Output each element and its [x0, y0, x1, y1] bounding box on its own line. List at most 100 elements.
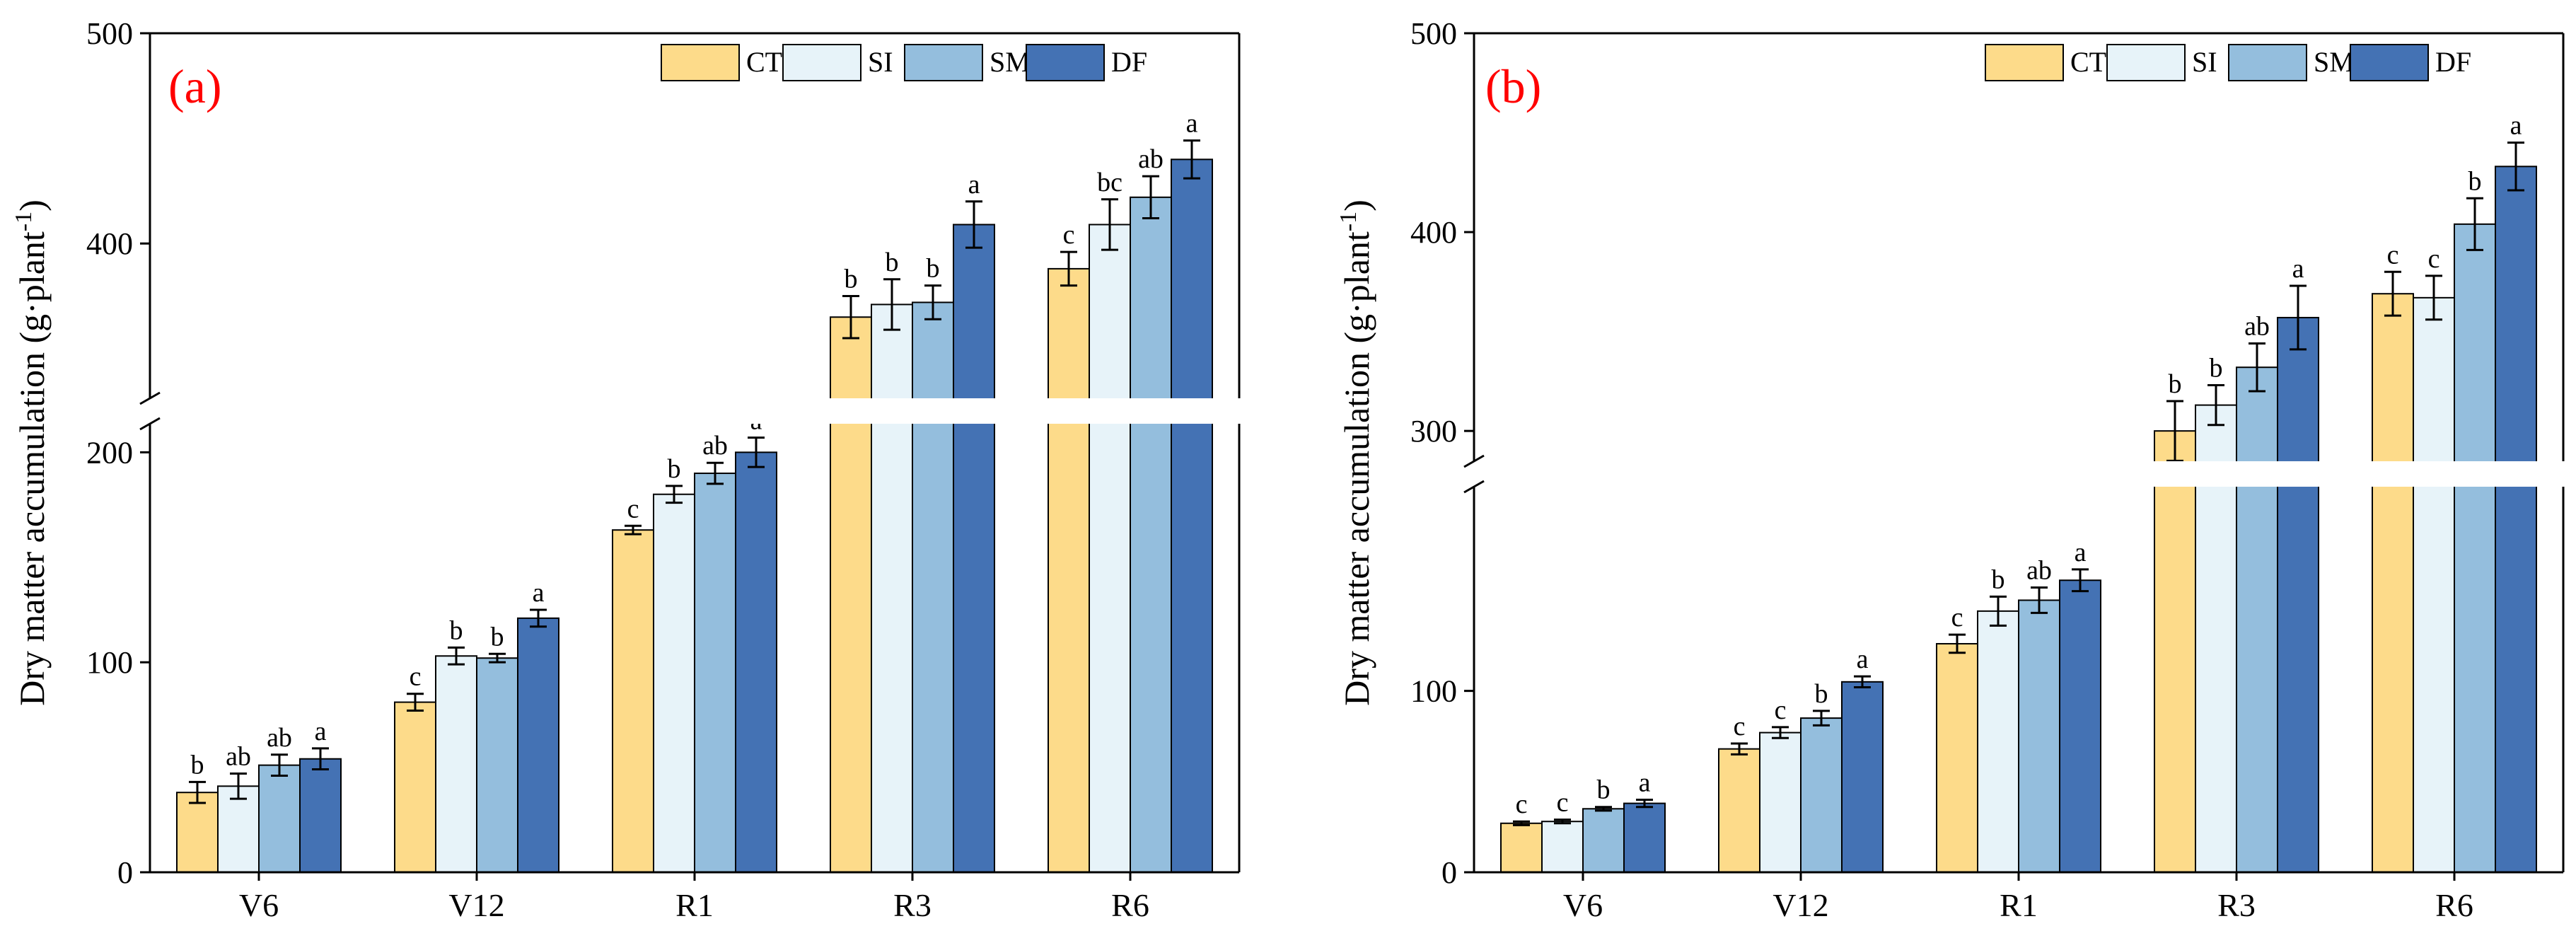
bar-DF-R6: [2495, 166, 2537, 873]
significance-letter: a: [2075, 538, 2087, 567]
y-axis-title-sup: -1: [1335, 212, 1362, 231]
significance-letter: ab: [2244, 311, 2270, 341]
significance-letter: ab: [226, 741, 251, 771]
bar-CT-V6: [176, 792, 219, 874]
legend-label-SI: SI: [868, 46, 893, 78]
y-tick-label: 400: [86, 226, 133, 261]
legend-label-SM: SM: [2314, 46, 2355, 78]
bar-SM-R1: [2018, 599, 2060, 873]
bar-SI-R1: [653, 493, 695, 873]
bar-CT-R6: [2372, 293, 2414, 874]
significance-letter: a: [1186, 109, 1198, 139]
significance-letter: b: [1815, 679, 1828, 709]
y-axis-title-main: Dry matter accumulation (g·plant: [1337, 231, 1376, 706]
significance-letter: a: [315, 717, 327, 746]
y-axis-title-close: ): [12, 199, 52, 212]
bar-DF-V6: [299, 758, 342, 873]
bar-SI-R1: [1977, 610, 2019, 873]
bar-SI-R6: [1089, 224, 1131, 873]
significance-letter: a: [1857, 644, 1869, 674]
significance-letter: a: [2510, 111, 2522, 141]
x-tick-label: R6: [1111, 887, 1149, 923]
bar-SM-R1: [694, 473, 736, 873]
axis-break-mark: [139, 391, 161, 405]
significance-letter: c: [1734, 712, 1746, 741]
bar-SM-R3: [2236, 366, 2278, 873]
significance-letter: b: [191, 750, 204, 780]
x-tick-label: R3: [2217, 887, 2256, 923]
x-tick-label: V6: [239, 887, 279, 923]
significance-letter: a: [533, 578, 545, 608]
chart-panel-a: bccbcabbbbbcabbabbabaaaaa0100200400500V6…: [11, 16, 1249, 923]
significance-letter: c: [1516, 789, 1528, 819]
significance-letter: c: [2387, 240, 2399, 270]
legend-swatch-SI: [2106, 44, 2186, 81]
significance-letter: bc: [1097, 168, 1122, 197]
bar-CT-V6: [1500, 822, 1543, 874]
significance-letter: b: [2210, 354, 2223, 383]
bar-SI-V12: [1759, 731, 1802, 873]
y-axis-title-main: Dry matter accumulation (g·plant: [12, 231, 52, 706]
significance-letter: ab: [2026, 556, 2052, 586]
bar-DF-R1: [2059, 579, 2101, 873]
bar-SM-V6: [1582, 808, 1625, 873]
bar-SI-V12: [435, 655, 477, 873]
x-tick-label: V12: [448, 887, 504, 923]
bar-SM-V12: [476, 657, 518, 874]
bar-SI-R6: [2413, 296, 2455, 873]
legend-swatch-CT: [1985, 44, 2064, 81]
bar-SM-V12: [1800, 717, 1843, 873]
legend-label-CT: CT: [746, 46, 782, 78]
significance-letter: b: [886, 248, 899, 277]
significance-letter: a: [968, 170, 980, 199]
bar-SM-R6: [2454, 223, 2496, 873]
bar-CT-R1: [1936, 642, 1978, 873]
y-tick-label: 200: [86, 435, 133, 470]
significance-letter: b: [927, 254, 940, 284]
bar-SM-R6: [1130, 196, 1172, 874]
significance-letter: c: [1775, 695, 1787, 725]
bar-CT-V12: [1718, 748, 1760, 873]
significance-letter: b: [668, 454, 681, 484]
panel-label: (a): [168, 59, 221, 113]
y-axis-title-close: ): [1337, 199, 1376, 212]
legend-label-DF: DF: [2435, 46, 2471, 78]
axis-break-gap: [1464, 461, 2573, 487]
bar-DF-V6: [1623, 802, 1666, 873]
bar-SI-V6: [1541, 821, 1584, 873]
axis-break-gap: [140, 398, 1249, 424]
significance-letter: b: [450, 615, 463, 645]
significance-letter: a: [2292, 254, 2304, 284]
bar-CT-R1: [612, 529, 654, 873]
y-axis-title-sup: -1: [11, 212, 37, 231]
y-axis-title: Dry matter accumulation (g·plant-1): [11, 199, 52, 706]
significance-letter: b: [491, 622, 504, 652]
legend-swatch-DF: [1026, 44, 1105, 81]
bar-DF-V12: [1841, 681, 1884, 873]
x-tick-label: R1: [675, 887, 714, 923]
legend-swatch-SI: [782, 44, 861, 81]
significance-letter: c: [2428, 244, 2440, 274]
y-tick-label: 0: [117, 855, 133, 890]
y-tick-label: 100: [86, 645, 133, 680]
bar-CT-R6: [1048, 267, 1090, 873]
significance-letter: a: [1639, 768, 1651, 797]
significance-letter: b: [2468, 166, 2482, 196]
significance-letter: c: [1951, 603, 1963, 632]
axis-break-mark: [139, 417, 161, 431]
significance-letter: c: [1063, 220, 1075, 250]
bar-DF-R3: [2277, 316, 2319, 874]
bar-DF-V12: [517, 617, 559, 873]
bar-CT-R3: [2154, 430, 2196, 873]
bar-DF-R3: [953, 224, 995, 873]
x-tick-label: R1: [2000, 887, 2038, 923]
bar-DF-R6: [1171, 158, 1213, 874]
axis-break-mark: [1463, 480, 1485, 494]
x-tick-label: V12: [1773, 887, 1828, 923]
y-tick-label: 0: [1441, 855, 1457, 890]
x-tick-label: R6: [2435, 887, 2473, 923]
bar-CT-V12: [394, 701, 436, 873]
significance-letter: b: [1597, 775, 1611, 805]
significance-letter: b: [845, 265, 858, 294]
